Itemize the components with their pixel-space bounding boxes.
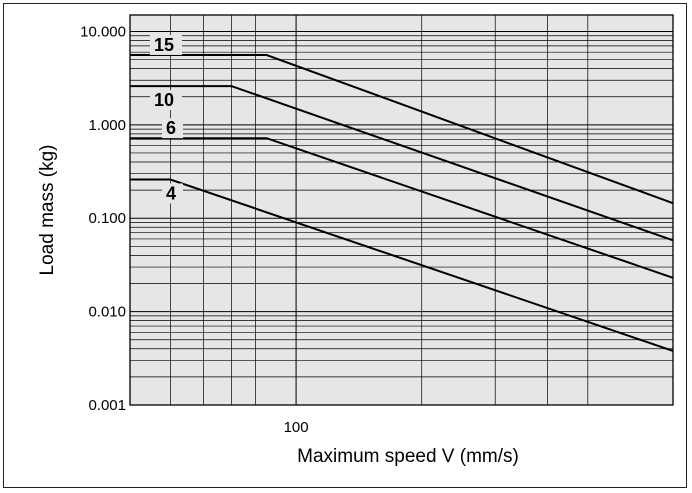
x-tick-label: 100 (284, 419, 309, 436)
series-label-15: 15 (154, 35, 174, 55)
series-label-background (150, 34, 182, 55)
y-axis-title: Load mass (kg) (37, 145, 58, 276)
series-label-background (162, 183, 183, 204)
x-tick-labels: 100 (284, 419, 309, 436)
series-label-6: 6 (166, 118, 176, 138)
series-labels: 15 10 6 4 (154, 35, 176, 204)
series-line-15 (130, 54, 674, 205)
series-label-backgrounds (150, 34, 183, 204)
y-tick-label: 1.000 (88, 117, 126, 134)
series-label-background (150, 90, 182, 111)
series-line-10 (130, 85, 674, 242)
plot-border (129, 14, 674, 406)
series-line-6 (130, 137, 674, 279)
y-tick-label: 10.000 (80, 23, 126, 40)
y-tick-label: 0.010 (88, 304, 126, 321)
plot-background (130, 15, 673, 405)
series-label-background (162, 118, 183, 139)
series-line-4 (130, 178, 674, 352)
x-axis-title: Maximum speed V (mm/s) (297, 446, 519, 467)
series-label-10: 10 (154, 90, 174, 110)
series-lines (130, 54, 674, 352)
y-tick-label: 0.100 (88, 210, 126, 227)
y-tick-label: 0.001 (88, 397, 126, 414)
series-label-4: 4 (166, 183, 176, 203)
y-tick-labels: 10.000 1.000 0.100 0.010 0.001 (80, 23, 126, 414)
